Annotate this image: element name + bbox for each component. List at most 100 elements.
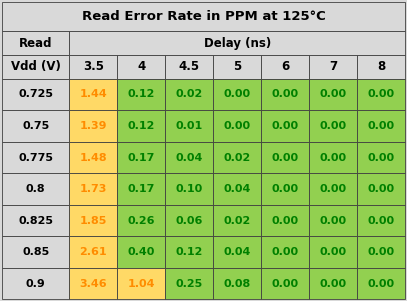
Text: 6: 6 (281, 60, 289, 73)
Text: 0.00: 0.00 (271, 184, 299, 194)
Text: 2.61: 2.61 (79, 247, 107, 257)
Bar (309, 236, 357, 268)
Bar (261, 79, 309, 110)
Bar (2, 205, 69, 236)
Text: 0.00: 0.00 (223, 121, 251, 131)
Text: 0.75: 0.75 (22, 121, 49, 131)
Text: 0.725: 0.725 (18, 89, 53, 100)
Bar (213, 110, 261, 142)
Text: 0.12: 0.12 (127, 89, 155, 100)
Text: 4: 4 (137, 60, 145, 73)
Bar (213, 236, 261, 268)
Text: 1.04: 1.04 (127, 279, 155, 289)
Bar (2, 142, 69, 173)
Bar (213, 173, 261, 205)
Text: 0.12: 0.12 (175, 247, 203, 257)
Bar (309, 110, 357, 142)
Text: 0.825: 0.825 (18, 216, 53, 226)
Text: Vdd (V): Vdd (V) (11, 60, 61, 73)
Text: 0.00: 0.00 (319, 184, 347, 194)
Bar (69, 236, 117, 268)
Text: 1.44: 1.44 (79, 89, 107, 100)
Bar (117, 205, 165, 236)
Bar (261, 205, 309, 236)
Text: 0.00: 0.00 (368, 184, 394, 194)
Text: 0.00: 0.00 (319, 279, 347, 289)
Bar (69, 173, 117, 205)
Text: 0.00: 0.00 (368, 153, 394, 163)
Bar (69, 268, 117, 299)
Bar (69, 55, 117, 79)
Bar (165, 55, 213, 79)
Bar (213, 142, 261, 173)
Bar (261, 236, 309, 268)
Text: 0.00: 0.00 (319, 153, 347, 163)
Bar (2, 110, 69, 142)
Text: 0.04: 0.04 (223, 184, 251, 194)
Bar (357, 142, 405, 173)
Bar (165, 173, 213, 205)
Bar (261, 173, 309, 205)
Bar (357, 268, 405, 299)
Text: 0.25: 0.25 (175, 279, 203, 289)
Bar (261, 55, 309, 79)
Bar (2, 236, 69, 268)
Text: 0.08: 0.08 (223, 279, 251, 289)
Bar (213, 205, 261, 236)
Text: 0.00: 0.00 (271, 216, 299, 226)
Text: 4.5: 4.5 (179, 60, 200, 73)
Text: 0.10: 0.10 (175, 184, 203, 194)
Bar (213, 55, 261, 79)
Text: 0.12: 0.12 (127, 121, 155, 131)
Bar (2, 173, 69, 205)
Bar (309, 142, 357, 173)
Text: 0.00: 0.00 (223, 89, 251, 100)
Bar (357, 236, 405, 268)
Bar (117, 55, 165, 79)
Bar (2, 268, 69, 299)
Bar (2, 2, 405, 31)
Text: 3.5: 3.5 (83, 60, 104, 73)
Bar (165, 110, 213, 142)
Text: 0.85: 0.85 (22, 247, 49, 257)
Text: 3.46: 3.46 (79, 279, 107, 289)
Bar (165, 236, 213, 268)
Text: 7: 7 (329, 60, 337, 73)
Bar (309, 79, 357, 110)
Text: 0.02: 0.02 (175, 89, 203, 100)
Text: 0.00: 0.00 (368, 89, 394, 100)
Bar (117, 236, 165, 268)
Bar (69, 110, 117, 142)
Text: 0.04: 0.04 (175, 153, 203, 163)
Bar (357, 205, 405, 236)
Bar (309, 173, 357, 205)
Text: 0.00: 0.00 (319, 216, 347, 226)
Text: 0.00: 0.00 (271, 121, 299, 131)
Bar (117, 110, 165, 142)
Text: 0.9: 0.9 (26, 279, 46, 289)
Text: 0.02: 0.02 (223, 153, 251, 163)
Text: 0.00: 0.00 (271, 279, 299, 289)
Bar (69, 79, 117, 110)
Bar (69, 142, 117, 173)
Text: 0.40: 0.40 (127, 247, 155, 257)
Bar (117, 79, 165, 110)
Bar (309, 55, 357, 79)
Text: 0.00: 0.00 (319, 121, 347, 131)
Bar (2, 55, 69, 79)
Text: 1.85: 1.85 (80, 216, 107, 226)
Bar (357, 110, 405, 142)
Bar (2, 79, 69, 110)
Bar (117, 268, 165, 299)
Bar (117, 173, 165, 205)
Bar (117, 142, 165, 173)
Text: 0.00: 0.00 (319, 247, 347, 257)
Text: 0.00: 0.00 (368, 247, 394, 257)
Text: 0.06: 0.06 (175, 216, 203, 226)
Bar (69, 31, 405, 55)
Text: 0.00: 0.00 (271, 153, 299, 163)
Text: 1.73: 1.73 (80, 184, 107, 194)
Text: 0.00: 0.00 (319, 89, 347, 100)
Text: 0.01: 0.01 (175, 121, 203, 131)
Text: 0.04: 0.04 (223, 247, 251, 257)
